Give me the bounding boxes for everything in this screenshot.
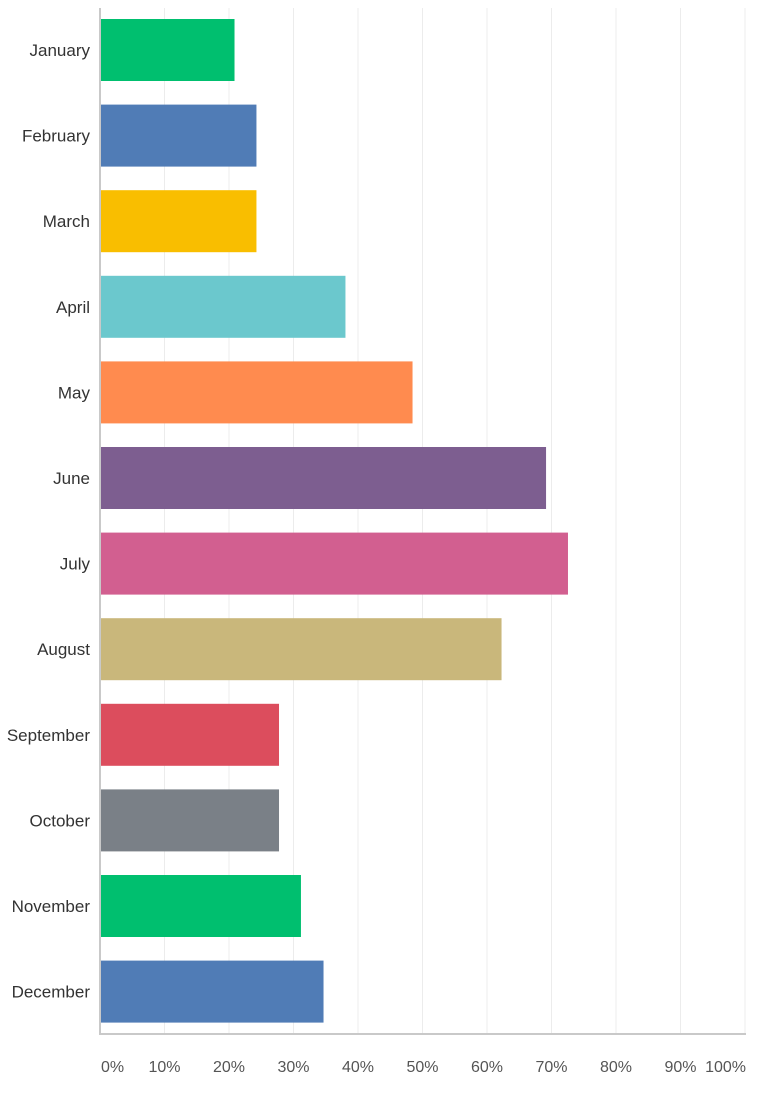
category-label: January	[30, 41, 91, 60]
bar	[101, 190, 257, 253]
x-tick-label: 60%	[471, 1059, 503, 1076]
x-tick-labels: 0% 10% 20% 30% 40% 50% 60% 70% 80% 90% 100%	[101, 1059, 746, 1076]
gridlines	[164, 8, 746, 1034]
bar	[101, 789, 280, 852]
axes	[99, 8, 746, 1035]
category-label: May	[58, 383, 91, 402]
x-tick-label: 50%	[406, 1059, 438, 1076]
bar	[101, 361, 413, 424]
category-label: July	[60, 555, 91, 574]
bar	[101, 104, 257, 167]
bar	[101, 703, 280, 766]
x-tick-label: 20%	[213, 1059, 245, 1076]
category-labels: January February March April May June July Augu…	[7, 41, 91, 1002]
x-tick-label: 30%	[277, 1059, 309, 1076]
category-label: December	[12, 983, 91, 1002]
bar	[101, 875, 301, 937]
bar	[101, 447, 547, 509]
x-tick-label: 0%	[101, 1059, 124, 1076]
bar	[101, 19, 235, 81]
bar	[101, 275, 346, 338]
bar	[101, 960, 324, 1023]
bar	[101, 618, 502, 681]
category-label: November	[12, 897, 91, 916]
x-tick-label: 40%	[342, 1059, 374, 1076]
category-label: February	[22, 127, 91, 146]
category-label: March	[43, 212, 90, 231]
x-tick-label: 80%	[600, 1059, 632, 1076]
category-label: June	[53, 469, 90, 488]
category-label: April	[56, 298, 90, 317]
x-tick-label: 100%	[705, 1059, 746, 1076]
bars	[101, 19, 568, 1023]
category-label: August	[37, 640, 90, 659]
x-tick-label: 90%	[664, 1059, 696, 1076]
category-label: October	[30, 811, 91, 830]
x-tick-label: 10%	[148, 1059, 180, 1076]
category-label: September	[7, 726, 90, 745]
bar	[101, 532, 568, 595]
x-tick-label: 70%	[535, 1059, 567, 1076]
